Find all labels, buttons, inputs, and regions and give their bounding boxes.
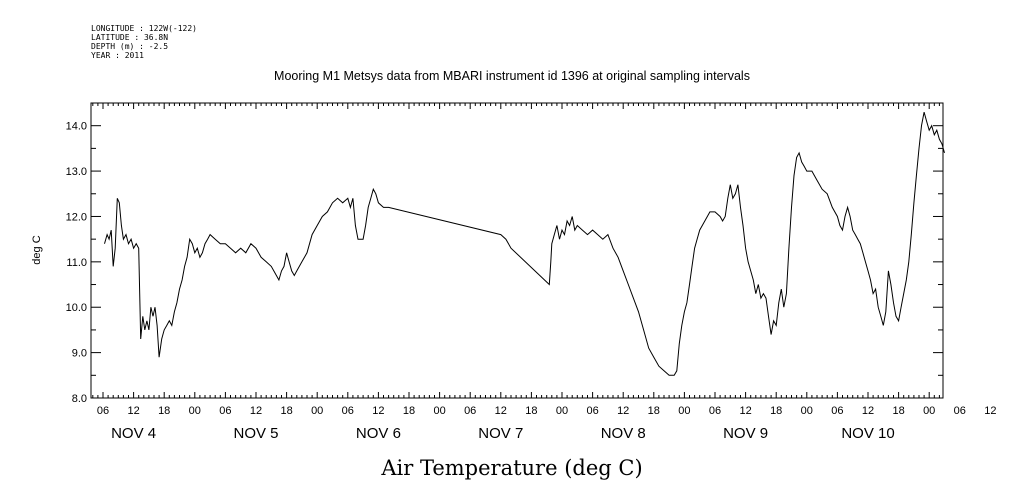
x-tick-label: 06	[586, 405, 598, 417]
y-tick-label: 13.0	[66, 166, 87, 178]
x-tick-label: 18	[525, 405, 537, 417]
x-tick-label: 06	[219, 405, 231, 417]
x-tick-label: 06	[464, 405, 476, 417]
day-label: NOV 10	[841, 425, 894, 442]
x-tick-label: 00	[311, 405, 323, 417]
y-tick-label: 9.0	[72, 348, 87, 360]
x-tick-label: 18	[280, 405, 292, 417]
x-tick-label: 06	[954, 405, 966, 417]
series-line	[104, 111, 945, 376]
x-tick-label: 18	[892, 405, 904, 417]
y-tick-label: 8.0	[72, 393, 87, 405]
x-tick-label: 06	[709, 405, 721, 417]
axis-ticks	[91, 102, 943, 399]
x-tick-label: 00	[801, 405, 813, 417]
x-tick-label: 00	[189, 405, 201, 417]
x-tick-label: 12	[862, 405, 874, 417]
x-tick-label: 06	[831, 405, 843, 417]
day-label: NOV 4	[111, 425, 156, 442]
y-tick-label: 14.0	[66, 121, 87, 133]
x-tick-label: 18	[648, 405, 660, 417]
x-tick-label: 12	[127, 405, 139, 417]
x-tick-label: 00	[433, 405, 445, 417]
header-year: YEAR : 2011	[91, 51, 144, 60]
x-tick-label: 00	[923, 405, 935, 417]
day-label: NOV 9	[723, 425, 768, 442]
y-axis-label: deg C	[31, 235, 43, 264]
x-tick-label: 12	[984, 405, 996, 417]
x-tick-label: 18	[403, 405, 415, 417]
day-label: NOV 5	[233, 425, 278, 442]
day-label: NOV 7	[478, 425, 523, 442]
x-tick-label: 12	[372, 405, 384, 417]
x-tick-label: 18	[158, 405, 170, 417]
day-label: NOV 8	[601, 425, 646, 442]
day-label: NOV 6	[356, 425, 401, 442]
x-tick-label: 12	[250, 405, 262, 417]
header-longitude: LONGITUDE : 122W(-122)	[91, 24, 197, 33]
y-tick-label: 11.0	[66, 257, 87, 269]
axis-labels: 06 12 18 00 06 12 18 00 06 12 18 00 06 12 18 00 06 12 18 00…	[66, 121, 997, 442]
chart-title: Mooring M1 Metsys data from MBARI instru…	[274, 69, 750, 83]
plot-frame	[90, 102, 944, 399]
y-tick-label: 12.0	[66, 211, 87, 223]
x-tick-label: 00	[678, 405, 690, 417]
x-tick-label: 06	[97, 405, 109, 417]
x-tick-label: 12	[739, 405, 751, 417]
x-tick-label: 12	[495, 405, 507, 417]
x-axis-label: Air Temperature (deg C)	[380, 456, 642, 480]
x-tick-label: 18	[770, 405, 782, 417]
x-tick-label: 12	[617, 405, 629, 417]
y-tick-label: 10.0	[66, 302, 87, 314]
x-tick-label: 00	[556, 405, 568, 417]
header-depth: DEPTH (m) : -2.5	[91, 42, 168, 51]
header-latitude: LATITUDE : 36.8N	[91, 33, 168, 42]
x-tick-label: 06	[342, 405, 354, 417]
